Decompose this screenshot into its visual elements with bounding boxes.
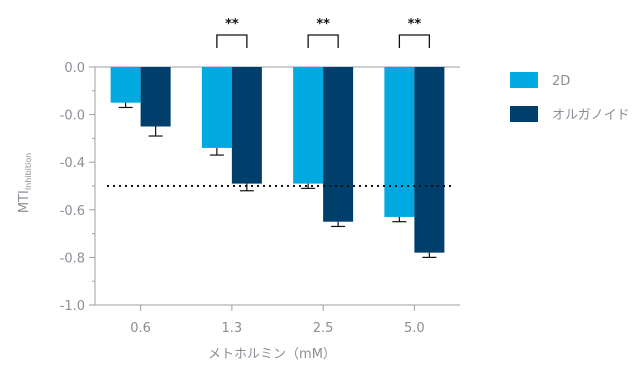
- x-axis-title: メトホルミン（mM）: [208, 347, 336, 362]
- y-tick-label: -0.0: [60, 109, 85, 124]
- y-tick-label: 0.0: [64, 61, 85, 76]
- y-axis-title-main: MTI: [17, 190, 32, 213]
- significance-bracket: [216, 34, 248, 48]
- legend-label: オルガノイド: [552, 108, 630, 123]
- bar: [140, 67, 171, 127]
- bar: [323, 67, 354, 222]
- bar: [384, 67, 415, 217]
- y-axis-title-subscript: Inhibition: [24, 153, 33, 190]
- y-tick-label: -0.6: [60, 204, 85, 219]
- y-axis-title: MTIInhibition: [17, 153, 33, 213]
- significance-markers: ** ** **: [216, 17, 431, 48]
- significance-bracket: [398, 34, 431, 48]
- y-tick-label: -0.4: [60, 156, 85, 171]
- y-tick-label: -1.0: [60, 299, 85, 314]
- significance-bracket: [307, 34, 339, 48]
- legend-swatch: [510, 72, 538, 88]
- x-tick-label: 5.0: [404, 321, 425, 336]
- bar: [414, 67, 445, 253]
- x-tick-label: 2.5: [313, 321, 334, 336]
- bar: [231, 67, 262, 184]
- significance-label: **: [316, 17, 330, 32]
- legend-swatch: [510, 106, 538, 122]
- legend-label: 2D: [552, 74, 570, 89]
- significance-label: **: [408, 17, 422, 32]
- x-tick-label: 1.3: [222, 321, 243, 336]
- bar: [110, 67, 141, 103]
- legend: 2D オルガノイド: [510, 72, 630, 123]
- error-bars: [118, 102, 437, 258]
- bar: [201, 67, 232, 148]
- significance-label: **: [225, 17, 239, 32]
- x-tick-label: 0.6: [130, 321, 151, 336]
- y-tick-label: -0.8: [60, 251, 85, 266]
- bars: [107, 67, 453, 253]
- bar: [293, 67, 324, 184]
